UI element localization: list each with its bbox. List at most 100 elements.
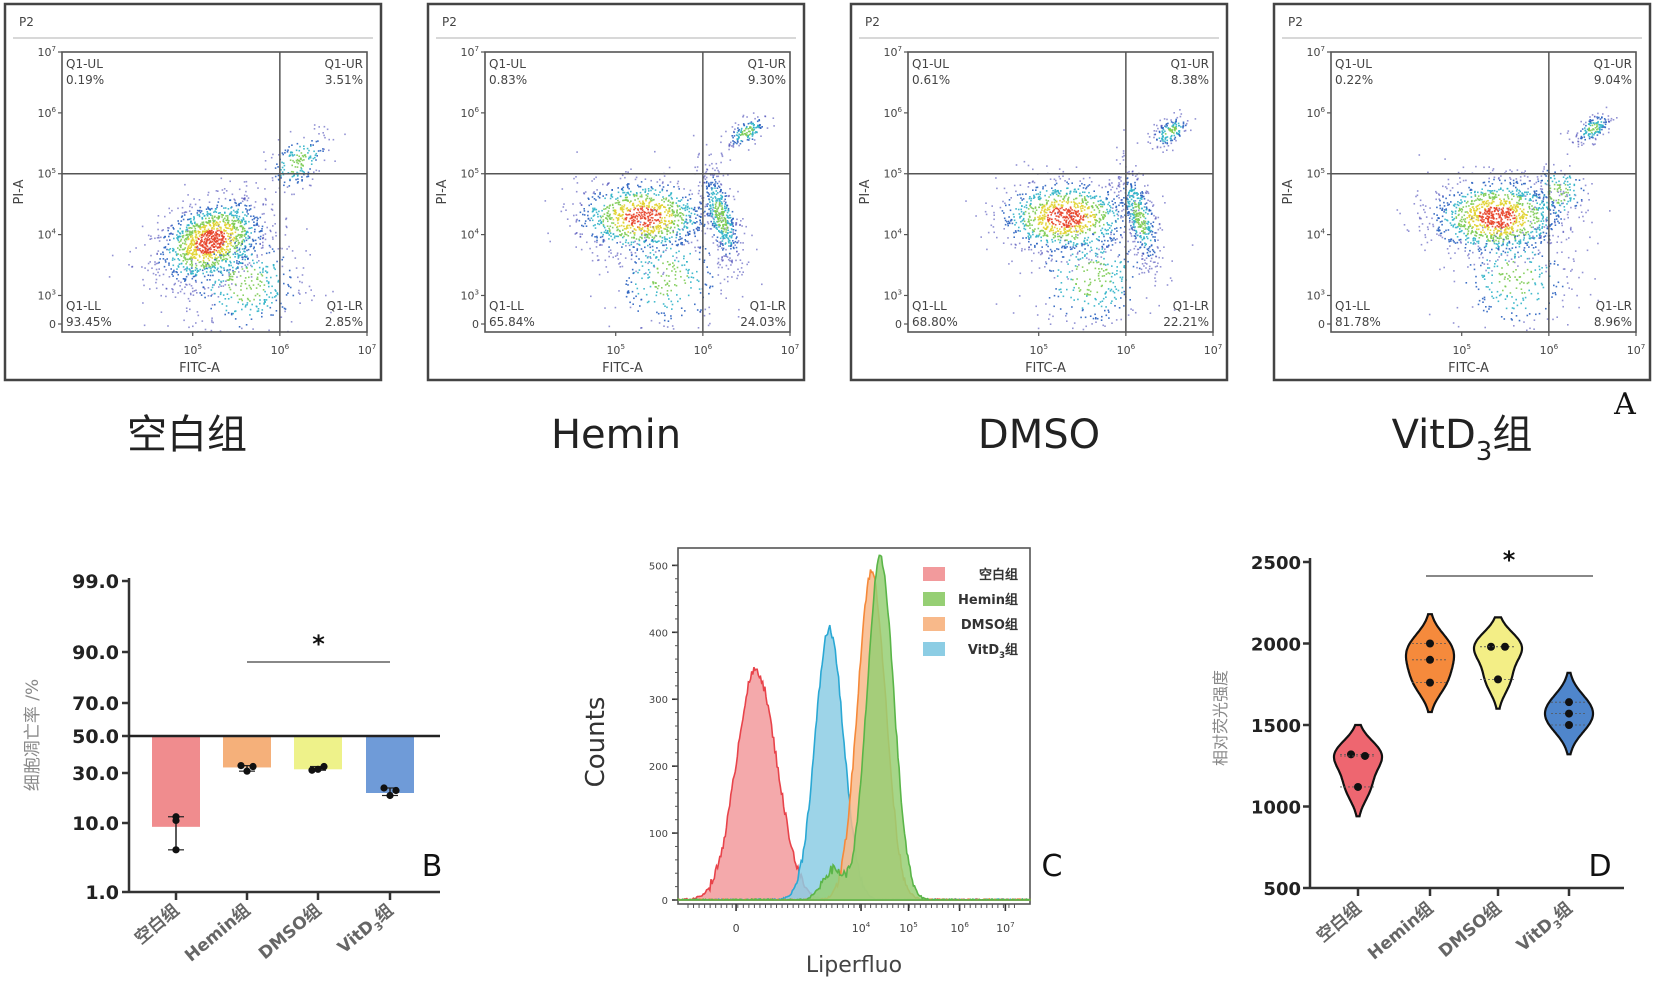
event-dot: [1054, 234, 1056, 237]
event-dot: [293, 154, 296, 156]
event-dot: [208, 238, 211, 240]
event-dot: [202, 259, 205, 262]
event-dot: [226, 269, 229, 271]
event-dot: [262, 236, 265, 239]
event-dot: [666, 261, 669, 263]
event-dot: [243, 194, 246, 197]
event-dot: [711, 162, 713, 165]
event-dot: [1077, 223, 1080, 225]
event-dot: [610, 194, 612, 196]
event-dot: [215, 258, 217, 260]
event-dot: [213, 265, 215, 268]
event-dot: [191, 267, 193, 269]
event-dot: [617, 191, 620, 194]
event-dot: [1107, 203, 1109, 206]
event-dot: [1021, 248, 1023, 250]
event-dot: [732, 229, 735, 231]
event-dot: [687, 242, 690, 245]
event-dot: [201, 221, 203, 224]
event-dot: [625, 283, 627, 285]
event-dot: [1081, 182, 1083, 185]
event-dot: [187, 194, 189, 196]
event-dot: [677, 200, 680, 202]
event-dot: [654, 234, 657, 237]
event-dot: [563, 203, 565, 205]
event-dot: [608, 325, 611, 328]
event-dot: [160, 294, 162, 297]
event-dot: [1065, 208, 1067, 210]
event-dot: [1066, 181, 1068, 184]
event-dot: [281, 306, 284, 308]
event-dot: [287, 292, 289, 294]
event-dot: [249, 208, 252, 210]
event-dot: [271, 179, 274, 182]
event-dot: [1079, 221, 1081, 224]
event-dot: [665, 249, 667, 252]
event-dot: [236, 235, 239, 237]
event-dot: [1085, 199, 1088, 202]
event-dot: [711, 276, 714, 278]
event-dot: [732, 240, 734, 242]
event-dot: [1019, 184, 1022, 186]
event-dot: [275, 295, 277, 297]
event-dot: [208, 266, 210, 269]
event-dot: [1047, 221, 1050, 223]
event-dot: [1145, 190, 1148, 192]
event-dot: [185, 243, 188, 246]
event-dot: [1098, 221, 1100, 224]
event-dot: [616, 235, 618, 238]
event-dot: [187, 253, 189, 256]
event-dot: [730, 223, 733, 226]
quadrant-ul-value: 0.19%: [66, 73, 104, 87]
event-dot: [1045, 211, 1048, 214]
event-dot: [704, 283, 707, 286]
event-dot: [729, 216, 732, 219]
event-dot: [1082, 215, 1085, 218]
event-dot: [1131, 213, 1134, 215]
event-dot: [717, 214, 720, 216]
event-dot: [250, 243, 253, 246]
event-dot: [631, 268, 634, 271]
event-dot: [711, 208, 714, 211]
event-dot: [624, 217, 627, 220]
event-dot: [737, 129, 740, 132]
event-dot: [715, 214, 718, 217]
event-dot: [1155, 216, 1157, 218]
event-dot: [680, 276, 682, 278]
event-dot: [296, 182, 299, 184]
event-dot: [1091, 205, 1094, 207]
event-dot: [641, 277, 643, 280]
event-dot: [214, 264, 216, 266]
event-dot: [1079, 206, 1082, 208]
event-dot: [673, 220, 676, 222]
event-dot: [258, 225, 260, 227]
event-dot: [1068, 225, 1071, 227]
event-dot: [653, 207, 655, 210]
event-dot: [277, 281, 279, 283]
event-dot: [1010, 218, 1013, 221]
event-dot: [743, 232, 746, 235]
event-dot: [1098, 239, 1100, 242]
event-dot: [1055, 182, 1058, 185]
event-dot: [237, 239, 239, 242]
event-dot: [596, 239, 598, 242]
event-dot: [248, 227, 250, 230]
event-dot: [679, 270, 682, 273]
event-dot: [237, 221, 240, 224]
event-dot: [246, 267, 248, 269]
event-dot: [1065, 201, 1068, 203]
event-dot: [732, 217, 734, 220]
event-dot: [193, 248, 195, 251]
event-dot: [1120, 190, 1122, 192]
event-dot: [651, 210, 654, 213]
event-dot: [713, 222, 715, 225]
event-dot: [640, 194, 643, 196]
event-dot: [211, 293, 213, 296]
event-dot: [580, 204, 583, 206]
event-dot: [724, 205, 726, 208]
event-dot: [646, 197, 648, 200]
event-dot: [652, 265, 655, 267]
event-dot: [721, 240, 724, 242]
event-dot: [1049, 178, 1052, 180]
event-dot: [1022, 222, 1024, 225]
